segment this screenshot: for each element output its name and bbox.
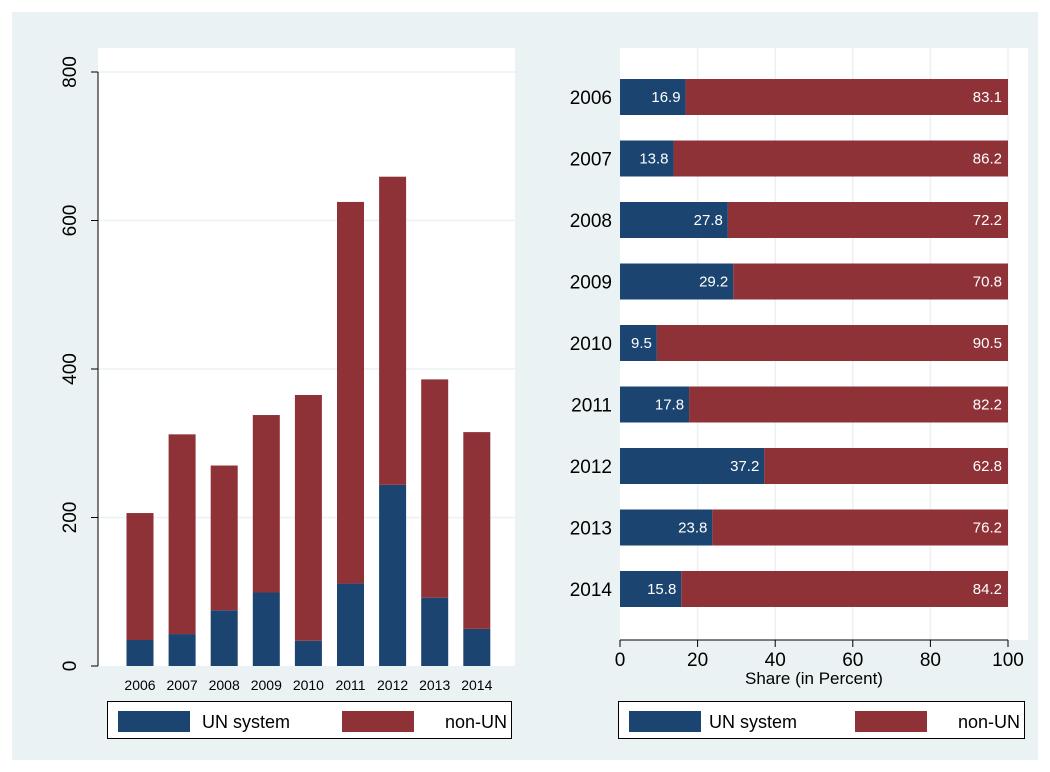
right-y-tick-label: 2012 xyxy=(570,457,612,478)
left-bar-non-un xyxy=(210,465,238,611)
legend-label-un-system: UN system xyxy=(202,712,291,732)
right-bar-un-system xyxy=(620,509,713,546)
left-bar-un-system xyxy=(210,610,238,666)
left-bar-non-un xyxy=(379,176,407,485)
right-x-axis-label: Share (in Percent) xyxy=(745,669,883,688)
right-bar-non-un xyxy=(764,448,1008,484)
right-y-tick-label: 2006 xyxy=(570,88,612,109)
right-bar-un-system xyxy=(620,202,728,238)
right-y-tick-label: 2013 xyxy=(570,519,612,540)
left-bar-un-system xyxy=(463,628,491,666)
right-data-label-un-system: 9.5 xyxy=(631,335,652,352)
right-data-label-non-un: 86.2 xyxy=(973,151,1002,168)
right-bar-non-un xyxy=(727,202,1008,238)
left-x-tick-label: 2006 xyxy=(124,677,155,693)
left-x-tick-label: 2011 xyxy=(335,677,365,693)
legend-swatch-un-system xyxy=(629,711,701,732)
left-y-tick-label: 400 xyxy=(60,353,81,385)
left-x-tick-label: 2014 xyxy=(461,677,492,693)
right-x-tick-label: 100 xyxy=(992,650,1024,671)
right-data-label-un-system: 17.8 xyxy=(655,397,684,414)
right-x-tick-label: 20 xyxy=(687,650,708,671)
right-data-label-un-system: 16.9 xyxy=(651,89,680,106)
right-data-label-un-system: 27.8 xyxy=(694,212,723,229)
left-bar-un-system xyxy=(126,640,154,666)
right-bar-non-un xyxy=(685,79,1008,115)
right-y-tick-label: 2009 xyxy=(570,273,612,294)
right-bar-un-system xyxy=(620,140,674,177)
left-bar-un-system xyxy=(337,583,364,666)
right-bar-non-un xyxy=(681,571,1008,607)
left-x-tick-label: 2013 xyxy=(419,677,450,693)
right-bar-un-system xyxy=(620,448,765,484)
legend-label-non-un: non-UN xyxy=(958,712,1021,732)
legend-swatch-un-system xyxy=(118,711,190,732)
right-data-label-non-un: 82.2 xyxy=(973,397,1002,414)
left-bar-non-un xyxy=(168,434,196,635)
left-bar-un-system xyxy=(252,592,280,666)
right-data-label-un-system: 29.2 xyxy=(699,274,728,291)
left-x-tick-label: 2009 xyxy=(251,677,282,693)
right-bar-un-system xyxy=(620,571,682,607)
left-y-tick-label: 0 xyxy=(60,661,81,672)
left-legend: UN system non-UN xyxy=(107,701,512,739)
right-data-label-non-un: 90.5 xyxy=(973,335,1002,352)
right-data-label-un-system: 23.8 xyxy=(678,520,707,537)
right-x-tick-label: 60 xyxy=(842,650,863,671)
right-y-tick-label: 2010 xyxy=(570,334,612,355)
right-bar-un-system xyxy=(620,325,657,361)
right-data-label-non-un: 72.2 xyxy=(973,212,1002,229)
right-x-tick-label: 80 xyxy=(920,650,941,671)
left-y-tick-label: 600 xyxy=(60,205,81,237)
right-data-label-non-un: 76.2 xyxy=(973,520,1002,537)
left-bar-non-un xyxy=(421,379,449,598)
legend-label-un-system: UN system xyxy=(709,712,798,732)
right-data-label-non-un: 70.8 xyxy=(973,274,1002,291)
right-data-label-un-system: 37.2 xyxy=(730,458,759,475)
right-bar-un-system xyxy=(620,386,690,423)
right-data-label-non-un: 84.2 xyxy=(973,581,1002,598)
right-y-tick-label: 2007 xyxy=(570,150,612,171)
right-bar-un-system xyxy=(620,263,734,300)
left-bar-un-system xyxy=(421,597,449,666)
legend-swatch-non-un xyxy=(342,711,414,732)
right-data-label-non-un: 62.8 xyxy=(973,458,1002,475)
left-bar-un-system xyxy=(294,640,322,666)
left-bar-non-un xyxy=(463,432,491,629)
left-bar-non-un xyxy=(294,394,322,641)
left-bar-un-system xyxy=(379,484,407,666)
right-x-tick-label: 0 xyxy=(615,650,626,671)
right-data-label-un-system: 15.8 xyxy=(647,581,676,598)
left-bar-un-system xyxy=(168,634,196,666)
right-y-tick-label: 2008 xyxy=(570,211,612,232)
legend-swatch-non-un xyxy=(855,711,927,732)
left-bar-non-un xyxy=(337,201,364,584)
right-data-label-non-un: 83.1 xyxy=(973,89,1002,106)
left-bar-non-un xyxy=(252,415,280,593)
right-bar-non-un xyxy=(712,509,1008,546)
right-y-tick-label: 2011 xyxy=(571,396,612,417)
legend-label-non-un: non-UN xyxy=(445,712,508,732)
right-bar-un-system xyxy=(620,79,686,115)
left-y-tick-label: 200 xyxy=(60,502,81,534)
right-bar-non-un xyxy=(673,140,1008,177)
right-data-label-un-system: 13.8 xyxy=(639,151,668,168)
left-x-tick-label: 2010 xyxy=(293,677,324,693)
right-bar-non-un xyxy=(689,386,1008,423)
right-y-tick-label: 2014 xyxy=(570,580,613,601)
right-legend: UN system non-UN xyxy=(618,701,1025,739)
left-y-tick-label: 800 xyxy=(60,56,81,88)
left-x-tick-label: 2012 xyxy=(377,677,408,693)
left-bar-non-un xyxy=(126,513,154,641)
left-x-tick-label: 2008 xyxy=(209,677,240,693)
right-x-tick-label: 40 xyxy=(765,650,786,671)
right-bar-non-un xyxy=(733,263,1008,300)
left-x-tick-label: 2007 xyxy=(167,677,198,693)
right-bar-non-un xyxy=(656,325,1008,361)
